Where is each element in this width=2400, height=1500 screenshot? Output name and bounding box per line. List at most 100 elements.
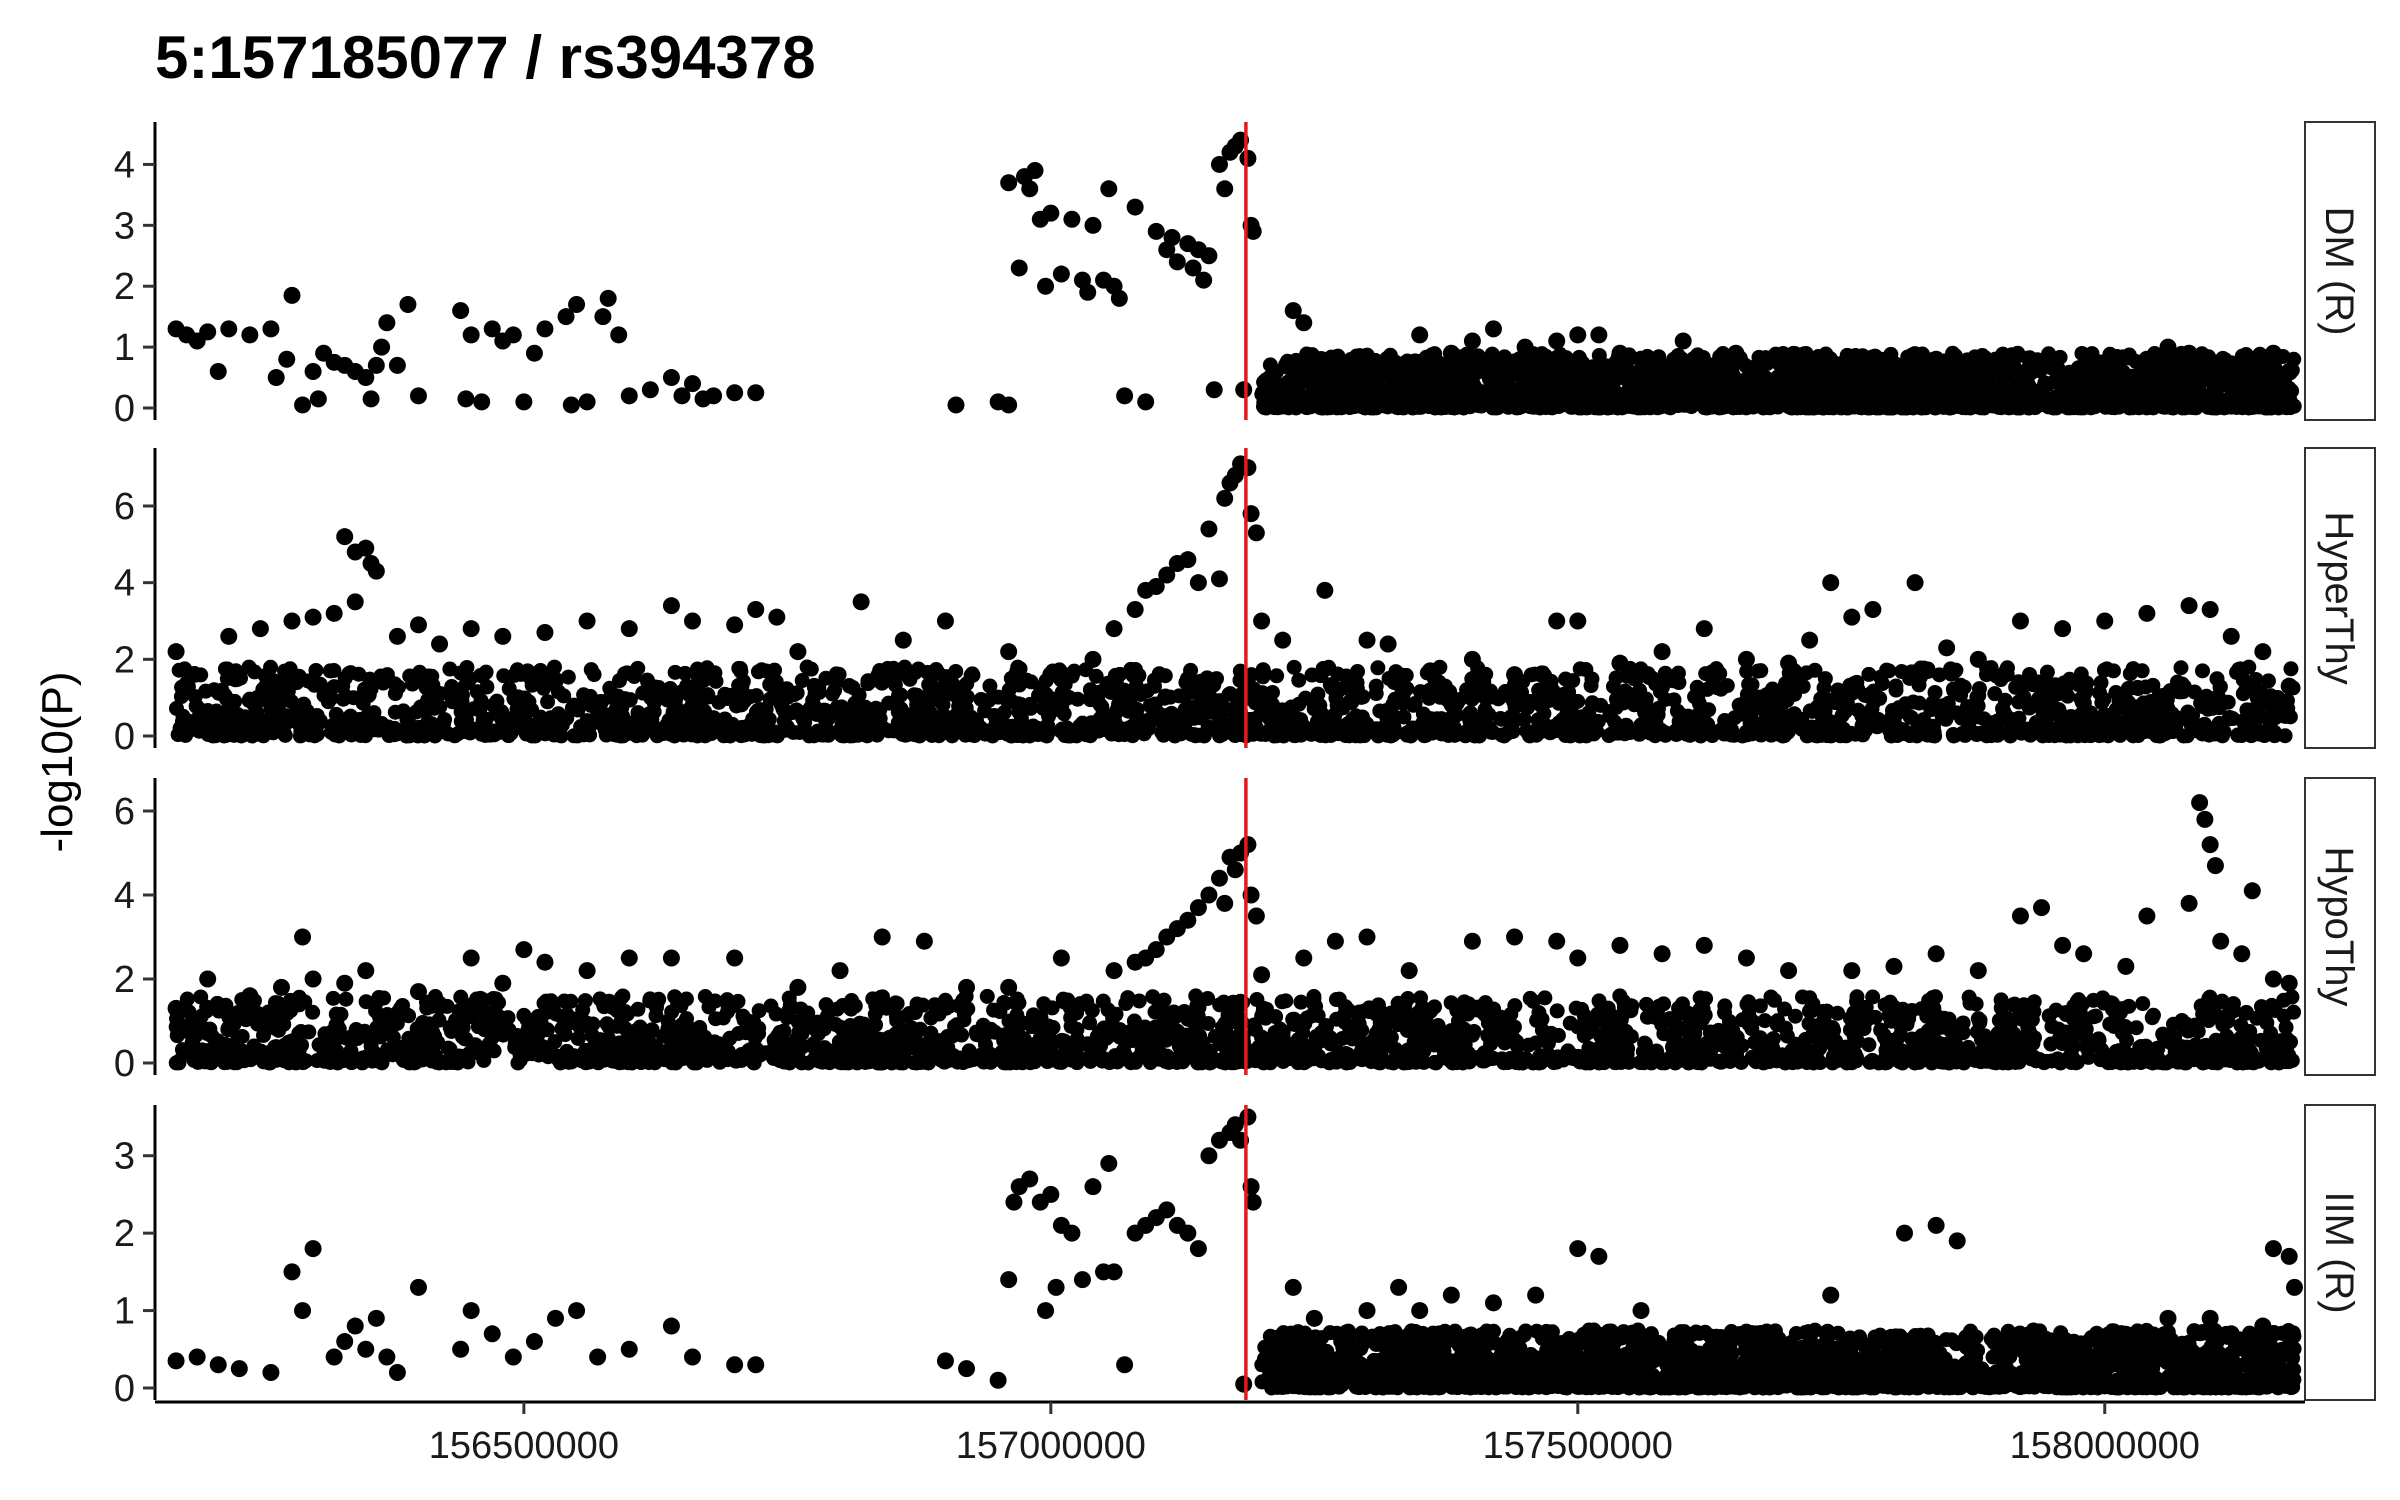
data-point xyxy=(2159,338,2177,356)
data-point xyxy=(1714,399,1730,415)
data-point xyxy=(2096,662,2112,678)
y-tick-label: 0 xyxy=(114,716,135,758)
data-point xyxy=(1168,253,1186,271)
data-point xyxy=(1737,650,1755,668)
data-point xyxy=(1696,720,1712,736)
data-point xyxy=(1548,612,1566,630)
data-point xyxy=(945,677,961,693)
data-point xyxy=(1156,727,1172,743)
data-point xyxy=(2266,724,2282,740)
data-point xyxy=(1463,332,1481,350)
data-point xyxy=(1105,620,1123,638)
data-point xyxy=(1923,724,1939,740)
data-point xyxy=(1611,344,1629,362)
data-point xyxy=(938,710,954,726)
data-point xyxy=(742,689,758,705)
data-point xyxy=(1862,394,1878,410)
data-point xyxy=(1179,551,1197,569)
data-point xyxy=(242,691,258,707)
data-point xyxy=(2011,612,2029,630)
data-point xyxy=(515,393,533,411)
data-point xyxy=(1683,399,1699,415)
data-point xyxy=(1137,393,1155,411)
data-point xyxy=(209,362,227,380)
data-point xyxy=(1448,357,1464,373)
data-point xyxy=(1246,681,1262,697)
data-point xyxy=(209,703,225,719)
data-point xyxy=(1904,363,1920,379)
data-point xyxy=(1498,371,1514,387)
data-point xyxy=(1877,373,1893,389)
data-point xyxy=(1200,247,1218,265)
data-point xyxy=(1157,690,1173,706)
data-point xyxy=(2124,703,2140,719)
data-point xyxy=(1394,681,1410,697)
data-point xyxy=(262,320,280,338)
data-point xyxy=(1358,631,1376,649)
data-point xyxy=(594,308,612,326)
data-point xyxy=(1269,668,1285,684)
data-point xyxy=(1865,989,1881,1005)
data-point xyxy=(1562,728,1578,744)
data-point xyxy=(2202,369,2218,385)
data-point xyxy=(1054,721,1070,737)
data-point xyxy=(1990,362,2008,380)
data-point xyxy=(378,314,396,332)
data-point xyxy=(2238,347,2254,363)
data-point xyxy=(218,689,234,705)
data-point xyxy=(2254,643,2272,661)
data-point xyxy=(1281,359,1297,375)
data-point xyxy=(2008,679,2024,695)
data-point xyxy=(729,686,745,702)
data-point xyxy=(1863,370,1879,386)
data-point xyxy=(1753,663,1769,679)
data-point xyxy=(1514,685,1530,701)
data-point xyxy=(1674,351,1690,367)
data-point xyxy=(277,714,293,730)
data-point xyxy=(2227,381,2243,397)
data-point xyxy=(420,670,436,686)
data-point xyxy=(1995,348,2011,364)
data-point xyxy=(426,700,442,716)
data-point xyxy=(1555,356,1571,372)
data-point xyxy=(1461,708,1477,724)
data-point xyxy=(613,728,629,744)
data-point xyxy=(1178,674,1194,690)
data-point xyxy=(747,601,765,618)
data-point xyxy=(2153,728,2169,744)
data-point xyxy=(731,660,747,676)
data-point xyxy=(931,726,947,742)
data-point xyxy=(1776,680,1792,696)
data-point xyxy=(2180,597,2198,615)
data-point xyxy=(1737,357,1753,373)
data-point xyxy=(1121,725,1137,741)
data-point xyxy=(1349,348,1365,364)
data-point xyxy=(1751,349,1767,365)
data-point xyxy=(1123,661,1139,677)
data-point xyxy=(1210,570,1228,588)
data-point xyxy=(478,718,494,734)
data-point xyxy=(1863,689,1879,705)
data-point xyxy=(598,727,614,743)
data-point xyxy=(220,627,238,645)
data-point xyxy=(1902,670,1918,686)
data-point xyxy=(1141,711,1157,727)
data-point xyxy=(1708,661,1724,677)
data-point xyxy=(1801,631,1819,649)
data-point xyxy=(1052,265,1070,283)
data-point xyxy=(2030,674,2046,690)
data-point xyxy=(768,608,786,626)
y-tick-label: 4 xyxy=(114,563,135,605)
data-point xyxy=(550,684,566,700)
data-point xyxy=(890,704,906,720)
data-point xyxy=(662,597,680,615)
data-point xyxy=(1274,702,1290,718)
facet-strip xyxy=(2304,121,2376,421)
data-point xyxy=(1906,350,1922,366)
data-point xyxy=(1934,708,1950,724)
data-point xyxy=(578,393,596,411)
y-tick-label: 2 xyxy=(114,266,135,308)
data-point xyxy=(1642,669,1658,685)
data-point xyxy=(1750,362,1766,378)
data-point xyxy=(1090,685,1106,701)
